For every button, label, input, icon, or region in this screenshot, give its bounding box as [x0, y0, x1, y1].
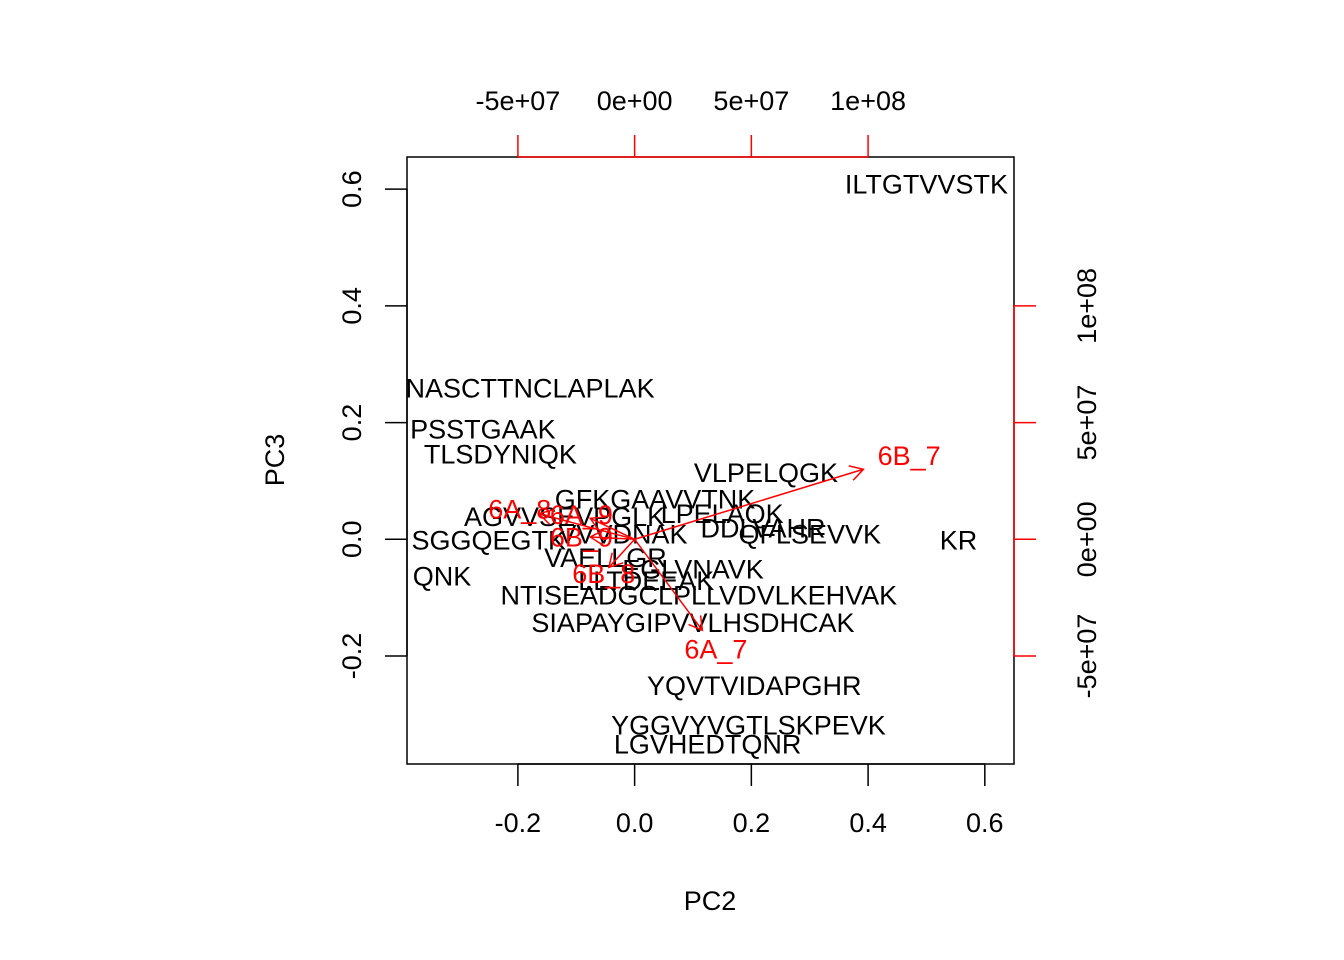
point-label: YGGVYVGTLSKPEVK	[611, 710, 886, 740]
loading-label: 6B_8	[572, 559, 635, 589]
point-label: QFLSEVVK	[738, 519, 881, 549]
loading-label: 6A_7	[684, 635, 747, 665]
loading-label: 6B_9	[550, 522, 613, 552]
x-axis-top: -5e+07 0e+00 5e+07 1e+08	[475, 86, 906, 158]
x-axis-bottom: -0.2 0.0 0.2 0.4 0.6	[495, 763, 1004, 838]
loading-arrow	[634, 538, 703, 631]
point-label: PSSTGAAK	[410, 414, 556, 444]
right-tick-label: 5e+07	[1072, 385, 1102, 461]
loading-arrow	[590, 536, 635, 541]
loading-label: 6A_9	[550, 500, 613, 530]
loading-arrowhead	[607, 552, 624, 569]
loading-arrow	[608, 538, 636, 568]
point-label: AGVVSEVPGLK	[464, 502, 665, 532]
x-tick-label: 0.2	[733, 808, 771, 838]
loading-arrow	[589, 517, 635, 540]
y-tick-label: -0.2	[337, 633, 367, 680]
point-label: KR	[940, 525, 978, 555]
point-label: GFKGAAVVTNK	[555, 484, 756, 514]
loading-arrowhead	[848, 465, 865, 481]
right-tick-label: -5e+07	[1072, 614, 1102, 699]
y-tick-label: 0.0	[337, 521, 367, 559]
point-label: LGVHEDTQNR	[614, 730, 802, 760]
point-label: TLSDYNIQK	[424, 439, 577, 469]
point-label: SIAPAYGIPVVLHSDHCAK	[531, 608, 854, 638]
x-axis-label: PC2	[684, 886, 737, 916]
top-tick-label: 0e+00	[597, 86, 673, 116]
point-label: ILTGTVVSTK	[845, 169, 1008, 199]
top-tick-label: 5e+07	[713, 86, 789, 116]
point-label: DDLVAHR	[701, 514, 826, 544]
x-tick-label: 0.6	[966, 808, 1004, 838]
point-label: VSNASCTTNCLAPLAK	[370, 374, 655, 404]
point-label: VAELLGR	[544, 543, 667, 573]
point-label: EGLVNAVK	[622, 554, 764, 584]
y-axis-label: PC3	[260, 434, 290, 487]
x-tick-label: 0.4	[849, 808, 887, 838]
point-label: SGGQEGTK	[411, 525, 566, 555]
point-label: NTISEADGCLPLLVDVLKEHVAK	[500, 581, 897, 611]
top-tick-label: -5e+07	[475, 86, 560, 116]
point-label: VLPELQGK	[694, 458, 838, 488]
loading-arrow	[538, 512, 635, 541]
y-tick-label: 0.2	[337, 404, 367, 442]
loading-arrowhead	[537, 509, 554, 525]
right-tick-label: 1e+08	[1072, 268, 1102, 344]
score-points: ILTGTVVSTK VSNASCTTNCLAPLAK PSSTGAAKTLSDYN…	[370, 169, 1008, 760]
point-label: QNK	[413, 561, 472, 591]
loading-arrowhead	[588, 529, 604, 546]
loading-arrowhead	[588, 516, 606, 532]
loading-label: 6A_8	[488, 494, 551, 524]
point-label: LLTDEEAK	[578, 566, 714, 596]
point-label: YQVTVIDAPGHR	[647, 671, 862, 701]
loading-label: 6B_7	[878, 441, 941, 471]
loading-arrows: 6B_7 6A_7 6A_86A_96B_9 6B_8	[488, 441, 940, 664]
top-tick-label: 1e+08	[830, 86, 906, 116]
x-tick-label: 0.0	[616, 808, 654, 838]
right-tick-label: 0e+00	[1072, 501, 1102, 577]
y-axis-right: -5e+07 0e+00 5e+07 1e+08	[1013, 268, 1102, 699]
loading-arrowhead	[688, 615, 704, 632]
y-axis-left: -0.2 0.0 0.2 0.4 0.6	[337, 170, 408, 680]
y-tick-label: 0.6	[337, 170, 367, 208]
x-tick-label: -0.2	[495, 808, 542, 838]
loading-arrow	[634, 468, 864, 541]
point-label: LPELAQK	[661, 499, 784, 529]
y-tick-label: 0.4	[337, 287, 367, 325]
